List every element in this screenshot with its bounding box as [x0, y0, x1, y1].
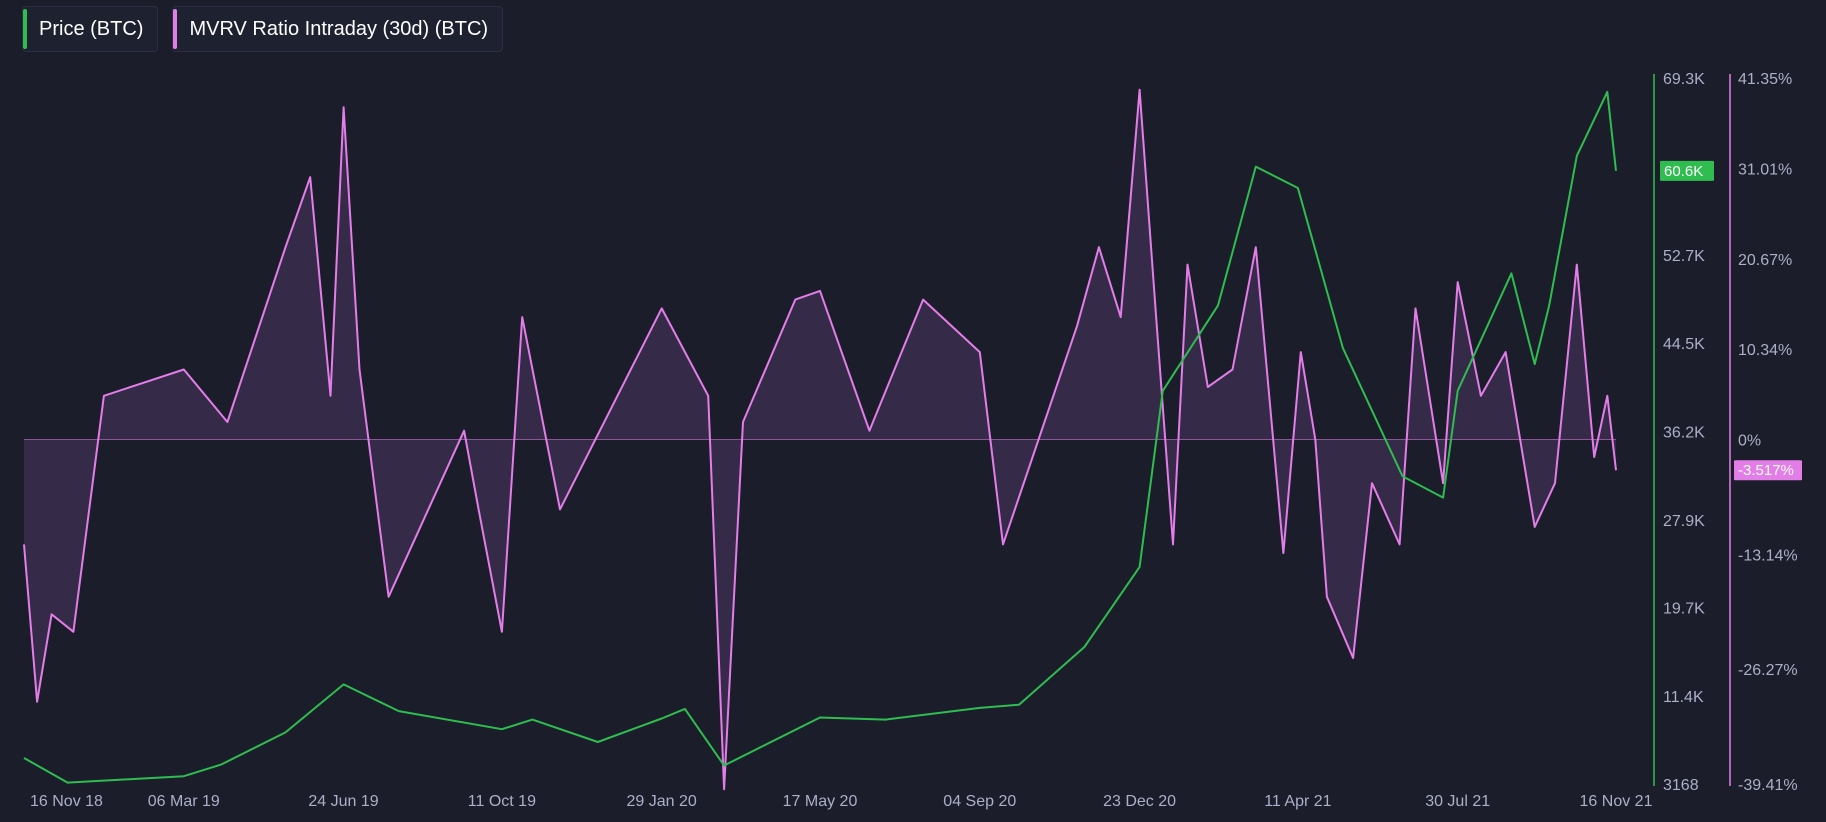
mvrv-layer — [23, 88, 1617, 791]
price-line — [23, 90, 1617, 784]
mvrv-tick-label: 0% — [1738, 432, 1761, 449]
mvrv-current-badge: -3.517% — [1734, 460, 1802, 481]
chart-legend: Price (BTC) MVRV Ratio Intraday (30d) (B… — [22, 6, 504, 52]
x-tick-label: 16 Nov 18 — [30, 793, 103, 810]
price-tick-label: 3168 — [1663, 777, 1699, 794]
price-tick-label: 36.2K — [1663, 424, 1705, 441]
price-tick-label: 52.7K — [1663, 248, 1705, 265]
mvrv-badge-text: -3.517% — [1738, 462, 1794, 479]
axes-layer: 69.3K 60.6K 52.7K 44.5K 36.2K 27.9K 19.7K 11.4K… — [30, 71, 1802, 810]
legend-price[interactable]: Price (BTC) — [22, 6, 159, 52]
mvrv-tick-label: -26.27% — [1738, 662, 1798, 679]
price-swatch — [23, 9, 27, 49]
legend-mvrv-label: MVRV Ratio Intraday (30d) (BTC) — [189, 17, 489, 40]
x-tick-label: 29 Jan 20 — [627, 793, 697, 810]
x-tick-label: 24 Jun 19 — [308, 793, 378, 810]
x-tick-label: 23 Dec 20 — [1103, 793, 1176, 810]
x-tick-label: 17 May 20 — [783, 793, 858, 810]
x-tick-label: 04 Sep 20 — [943, 793, 1016, 810]
mvrv-tick-label: -13.14% — [1738, 547, 1798, 564]
price-tick-label: 69.3K — [1663, 71, 1705, 88]
price-tick-label: 11.4K — [1663, 689, 1704, 706]
mvrv-tick-label: 10.34% — [1738, 342, 1792, 359]
price-tick-label: 44.5K — [1663, 336, 1705, 353]
price-tick-label: 19.7K — [1663, 601, 1705, 618]
price-layer — [23, 90, 1617, 784]
legend-price-label: Price (BTC) — [39, 17, 144, 40]
mvrv-swatch — [173, 9, 178, 49]
mvrv-badge-bg — [1734, 460, 1802, 481]
x-tick-label: 11 Apr 21 — [1264, 793, 1331, 810]
mvrv-tick-label: 20.67% — [1738, 252, 1792, 269]
price-badge-bg — [1660, 160, 1714, 181]
price-tick-label: 27.9K — [1663, 513, 1705, 530]
x-tick-label: 06 Mar 19 — [148, 793, 220, 810]
mvrv-line — [23, 88, 1617, 791]
x-tick-label: 11 Oct 19 — [468, 793, 536, 810]
x-tick-label: 16 Nov 21 — [1580, 793, 1653, 810]
price-current-badge: 60.6K — [1660, 160, 1714, 181]
mvrv-tick-label: 41.35% — [1738, 71, 1792, 88]
mvrv-area — [24, 89, 1616, 790]
legend-mvrv[interactable]: MVRV Ratio Intraday (30d) (BTC) — [172, 6, 504, 52]
mvrv-tick-label: -39.41% — [1738, 777, 1798, 794]
mvrv-tick-label: 31.01% — [1738, 161, 1792, 178]
price-badge-text: 60.6K — [1664, 163, 1703, 180]
x-tick-label: 30 Jul 21 — [1425, 793, 1490, 810]
